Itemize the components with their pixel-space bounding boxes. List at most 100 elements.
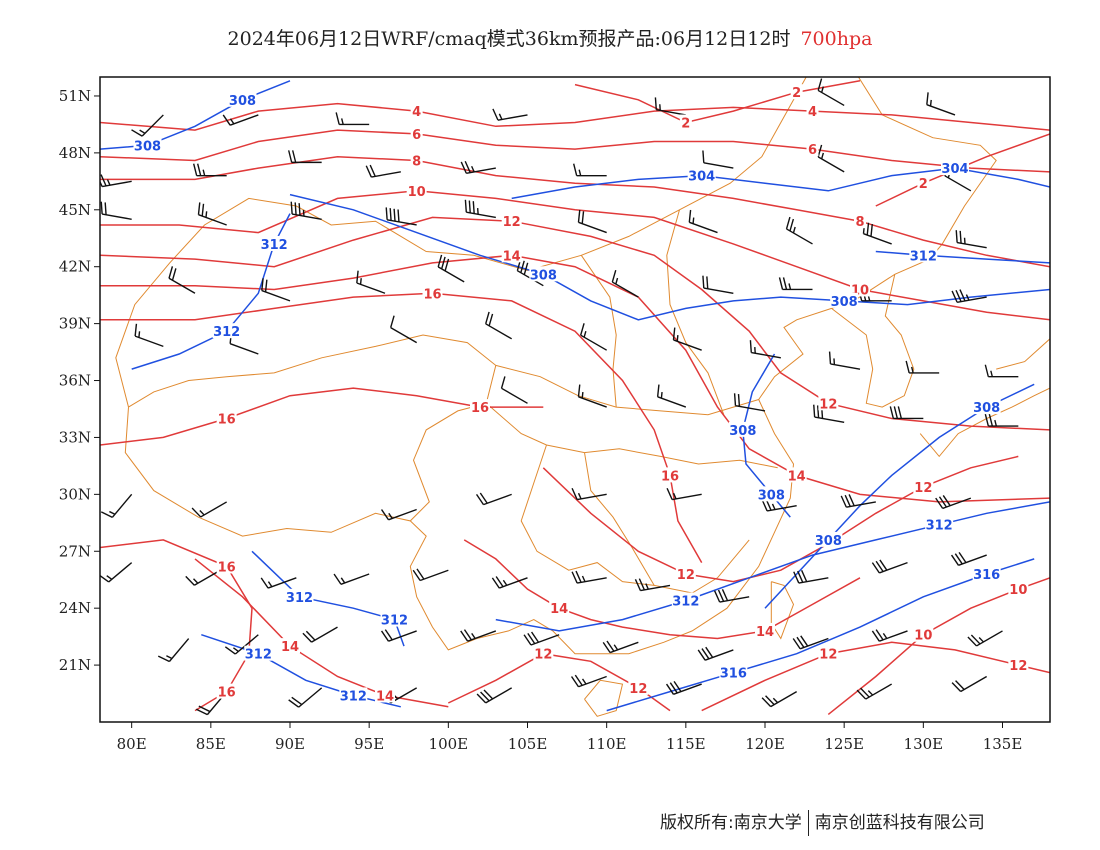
height-contour-label-bg [244,645,273,661]
wind-barb [793,570,829,584]
wind-barb [523,631,560,646]
temperature-contour-label-bg [917,175,930,191]
temperature-contour-line [100,102,1050,131]
wind-barb [665,680,702,695]
wind-barb [871,559,908,574]
temperature-contour-label: 2 [792,86,801,101]
temperature-contour-label: 12 [534,648,552,663]
temperature-contour-line [542,455,1019,583]
temperature-contour-label-bg [410,125,423,141]
temperature-contour-line [100,216,1050,431]
wind-barb [100,562,133,583]
wind-barb [905,360,940,374]
wind-barb [571,570,607,584]
temperature-contour-label-bg [533,645,554,661]
temperature-contour-label: 16 [661,469,679,484]
temperature-contour-label: 12 [677,568,695,583]
height-contour-label-bg [671,592,700,608]
wind-barb [500,376,528,404]
temperature-contour-label-bg [786,467,807,483]
height-contour-label: 316 [973,568,1000,583]
lat-tick-label: 48N [59,144,91,162]
lon-tick-label: 100E [429,735,469,753]
lat-tick-label: 27N [59,542,91,560]
wind-barb [871,629,908,642]
wind-barb [131,114,164,137]
height-contour-label-bg [972,566,1001,582]
footer-separator [807,810,809,836]
height-contour-label: 312 [286,591,313,606]
temperature-contour-label-bg [850,281,870,297]
height-contour-label: 308 [229,94,256,109]
plot-frame [99,76,1051,723]
temperature-contour-label-bg [422,285,443,301]
temperature-contour-label: 6 [808,143,817,158]
copyright-footer: 版权所有:南京大学 南京创蓝科技有限公司 [660,808,985,836]
wind-barb [356,270,386,294]
wind-barb [654,97,686,116]
boundary-line [409,307,832,655]
height-contour-label-bg [728,421,757,437]
lat-tick-label: 51N [59,87,91,105]
temperature-contour-label-bg [755,622,775,638]
height-contour-label: 312 [213,325,240,340]
lat-tick-label: 39N [59,315,91,333]
height-contour-label-bg [380,611,409,627]
height-contour-label: 308 [530,268,557,283]
height-contour-label-bg [830,292,859,308]
temperature-contours [100,80,1050,715]
map-title: 2024年06月12日WRF/cmaq模式36km预报产品:06月12日12时 7… [0,24,1100,51]
height-contour-label: 308 [758,488,785,503]
wind-barb [571,487,607,501]
temperature-contour-label: 14 [376,689,394,704]
lat-tick-label: 30N [59,485,91,503]
lat-tick-label: 21N [59,656,91,674]
temperature-contour-label-bg [913,626,934,642]
wind-barb [702,150,734,169]
temperature-contour-label: 12 [914,481,932,496]
wind-barb [656,384,687,408]
lon-tick-label: 130E [904,735,944,753]
height-contour-label: 304 [941,162,968,177]
temperature-contour-line [100,387,544,446]
temperature-contour-line [463,539,861,640]
wind-barb [572,163,607,177]
wind-barb [437,254,465,283]
height-contour-label-bg [719,664,748,680]
height-contour-label: 312 [672,595,699,610]
wind-barb [134,323,164,348]
wind-barb [302,626,338,643]
wind-barb [475,492,512,506]
axis-ticks: 80E 85E 90E 95E 100E 105E 110E 115E 120E 125E 130E… [59,87,1023,753]
temperature-contour-label: 8 [412,154,421,169]
footer-right: 南京创蓝科技有限公司 [814,813,985,833]
boundary-line [580,255,617,408]
temperature-contour-label-bg [854,213,866,229]
footer-left: 版权所有:南京大学 [660,813,802,833]
wind-barb [577,209,607,234]
wind-barb [100,174,132,188]
temperature-contour-label-bg [280,638,300,654]
height-contour-label: 316 [720,667,747,682]
lon-tick-label: 105E [508,735,548,753]
height-contour-label-bg [133,137,162,153]
temperature-contour-label-bg [501,213,522,229]
wind-barb [813,404,845,423]
wind-barb [749,340,781,359]
wind-barb [792,635,829,650]
height-contour-label: 312 [926,519,953,534]
lat-tick-label: 36N [59,372,91,390]
wind-barb [856,683,893,700]
temperature-contour-label: 10 [1009,583,1027,598]
lon-tick-label: 125E [824,735,864,753]
wind-barb [672,327,702,351]
title-main: 2024年06月12日WRF/cmaq模式36km预报产品:06月12日12时 [227,28,791,50]
wind-barb [570,674,607,688]
height-contour-label: 308 [134,139,161,154]
lon-tick-label: 115E [666,735,706,753]
temperature-contour-label-bg [216,410,237,426]
height-contour-line [100,80,291,150]
boundary-line [124,334,497,537]
wind-barb [192,163,227,177]
